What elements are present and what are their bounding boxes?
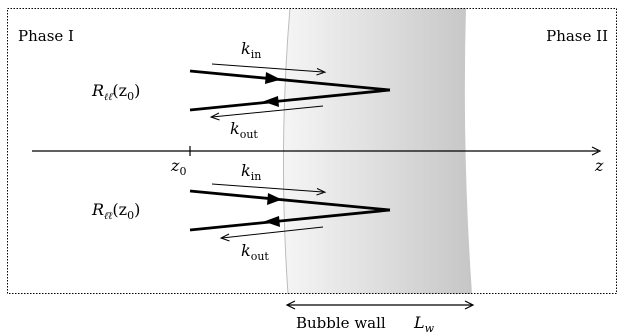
z-axis-label: z xyxy=(594,156,604,175)
upper-reflection-label: Rℓℓ̄(z0) xyxy=(91,81,140,103)
upper-reflected-arrowhead xyxy=(263,96,279,107)
upper-k-out-label: kout xyxy=(230,119,258,141)
lower-k-out-arrowhead xyxy=(219,233,230,242)
wall-width-right-arrowhead xyxy=(464,300,475,310)
lower-k-in-label: kin xyxy=(241,161,261,183)
upper-k-in-arrowhead xyxy=(316,68,327,76)
upper-k-in-label: kin xyxy=(241,39,261,61)
upper-incoming-wave xyxy=(189,69,391,92)
lower-reflection-label: Rℓ̄ℓ(z0) xyxy=(91,200,140,222)
lower-reflected-wave xyxy=(189,208,391,232)
lower-k-in-arrowhead xyxy=(316,188,327,196)
lower-k-out-label: kout xyxy=(241,241,269,263)
upper-k-in-arrow xyxy=(211,63,324,73)
upper-incoming-arrowhead xyxy=(265,72,281,84)
upper-k-out-arrow xyxy=(211,105,324,118)
phase-two-label: Phase II xyxy=(546,27,608,45)
bubble-wall-caption: Bubble wall xyxy=(296,314,386,332)
lower-k-in-arrow xyxy=(211,183,324,193)
lower-reflected-arrowhead xyxy=(264,216,280,227)
upper-k-out-arrowhead xyxy=(209,112,220,121)
wall-width-label: Lw xyxy=(413,313,435,334)
upper-reflected-wave xyxy=(189,88,391,112)
lower-incoming-wave xyxy=(189,189,391,212)
wall-width-left-arrowhead xyxy=(285,300,296,310)
phase-one-label: Phase I xyxy=(18,27,74,45)
lower-k-out-arrow xyxy=(221,226,324,239)
z0-label: z0 xyxy=(170,156,186,178)
phase-frame xyxy=(7,8,617,294)
z-axis-arrowhead xyxy=(591,146,602,156)
lower-incoming-arrowhead xyxy=(267,193,282,205)
